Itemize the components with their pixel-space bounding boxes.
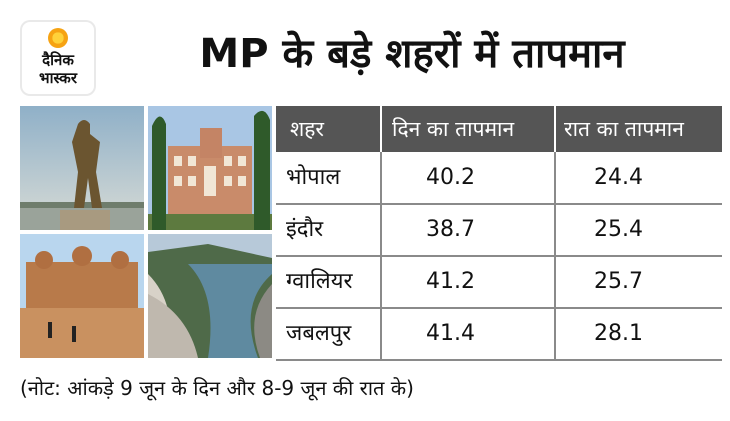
city-name: भोपाल: [286, 165, 341, 190]
table-row: इंदौर 38.7 25.4: [276, 204, 722, 257]
table-row: भोपाल 40.2 24.4: [276, 152, 722, 205]
column-divider: [380, 152, 382, 360]
day-temp: 40.2: [426, 165, 475, 190]
header-divider: [380, 106, 382, 152]
sun-icon: [48, 28, 68, 48]
table-row: ग्वालियर 41.2 25.7: [276, 256, 722, 309]
header-night-temp: रात का तापमान: [564, 117, 684, 141]
jabalpur-river-photo: [148, 234, 272, 358]
night-temp: 28.1: [594, 321, 643, 346]
page-title: MP के बड़े शहरों में तापमान: [199, 31, 625, 77]
night-temp: 24.4: [594, 165, 643, 190]
gwalior-fort-photo: [20, 234, 144, 358]
day-temp: 41.4: [426, 321, 475, 346]
logo-text-line1: दैनिक: [42, 51, 74, 69]
table-row: जबलपुर 41.4 28.1: [276, 308, 722, 361]
city-name: इंदौर: [286, 217, 324, 242]
city-name: जबलपुर: [286, 321, 352, 346]
dainik-bhaskar-logo: दैनिक भास्कर: [20, 20, 96, 96]
table-header: शहर दिन का तापमान रात का तापमान: [276, 106, 722, 152]
header-city: शहर: [290, 117, 325, 141]
footnote: (नोट: आंकड़े 9 जून के दिन और 8-9 जून की …: [20, 376, 414, 400]
bhopal-statue-photo: [20, 106, 144, 230]
day-temp: 38.7: [426, 217, 475, 242]
day-temp: 41.2: [426, 269, 475, 294]
indore-palace-photo: [148, 106, 272, 230]
night-temp: 25.7: [594, 269, 643, 294]
header-divider: [554, 106, 556, 152]
temperature-table: शहर दिन का तापमान रात का तापमान भोपाल 40…: [276, 106, 722, 361]
city-name: ग्वालियर: [286, 269, 353, 294]
header-day-temp: दिन का तापमान: [392, 117, 515, 141]
night-temp: 25.4: [594, 217, 643, 242]
logo-text-line2: भास्कर: [39, 69, 77, 87]
column-divider: [554, 152, 556, 360]
city-photo-collage: [20, 106, 272, 358]
